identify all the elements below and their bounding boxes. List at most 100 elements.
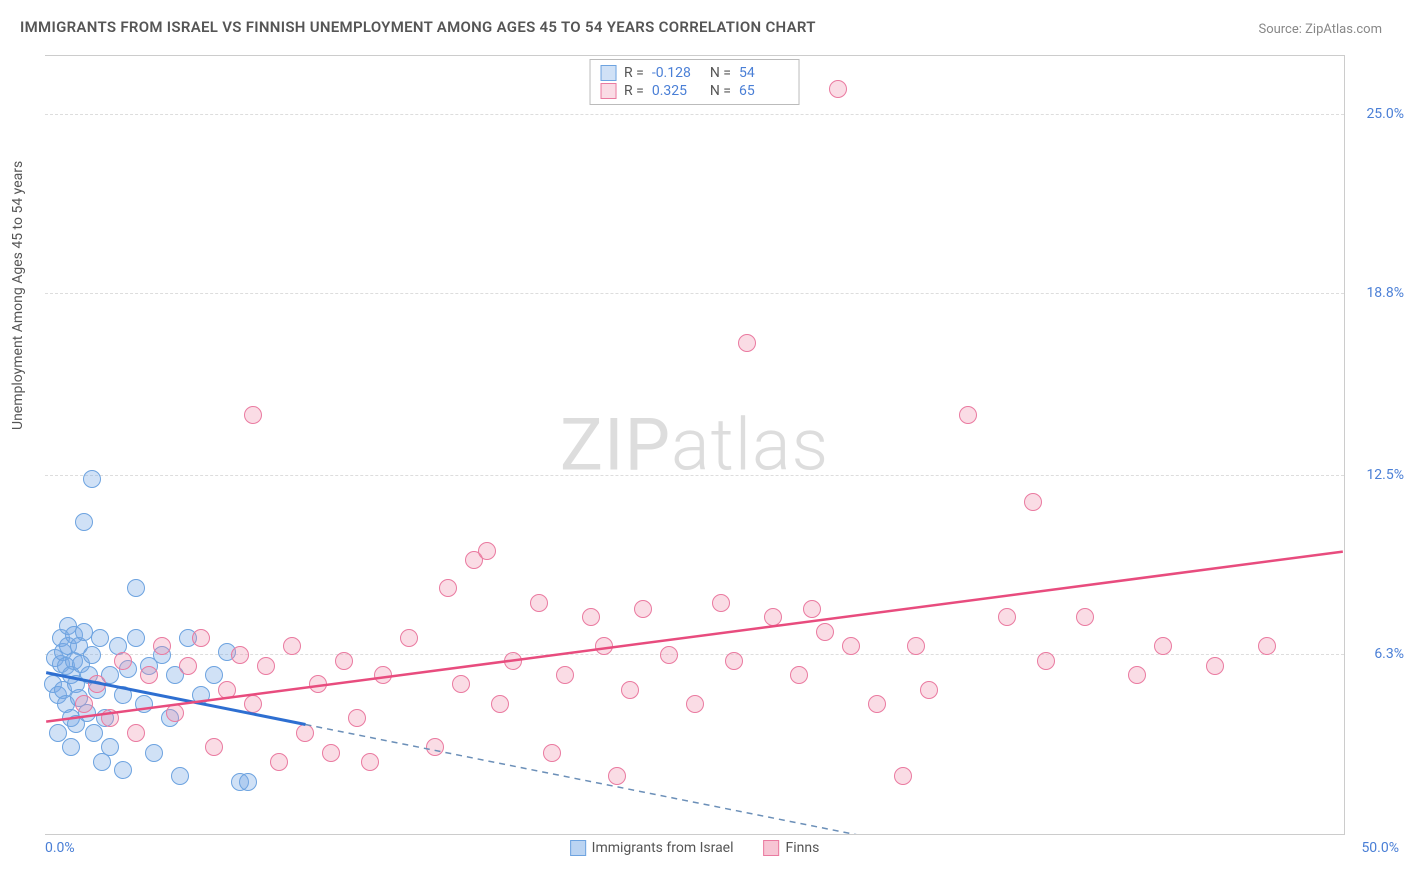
data-point-finns <box>257 657 275 675</box>
source-attribution: Source: ZipAtlas.com <box>1258 22 1382 37</box>
data-point-finns <box>101 709 119 727</box>
data-point-israel <box>114 686 132 704</box>
legend-bottom: Immigrants from Israel Finns <box>570 840 820 856</box>
data-point-finns <box>244 695 262 713</box>
legend-label-israel: Immigrants from Israel <box>592 840 734 856</box>
data-point-israel <box>135 695 153 713</box>
data-point-finns <box>1128 666 1146 684</box>
n-value-israel: 54 <box>739 65 789 81</box>
data-point-israel <box>91 629 109 647</box>
data-point-israel <box>171 767 189 785</box>
data-point-finns <box>348 709 366 727</box>
data-point-israel <box>145 744 163 762</box>
data-point-israel <box>114 761 132 779</box>
data-point-finns <box>907 637 925 655</box>
data-point-finns <box>270 753 288 771</box>
trend-lines-layer <box>45 56 1344 834</box>
r-label: R = <box>624 83 644 99</box>
data-point-finns <box>179 657 197 675</box>
data-point-finns <box>114 652 132 670</box>
data-point-finns <box>582 608 600 626</box>
gridline <box>45 475 1344 476</box>
data-point-finns <box>1154 637 1172 655</box>
x-tick-min: 0.0% <box>45 840 75 856</box>
data-point-finns <box>1076 608 1094 626</box>
gridline <box>45 114 1344 115</box>
data-point-finns <box>231 646 249 664</box>
gridline <box>45 293 1344 294</box>
data-point-israel <box>127 629 145 647</box>
y-tick-label: 18.8% <box>1349 285 1404 301</box>
data-point-finns <box>790 666 808 684</box>
data-point-finns <box>816 623 834 641</box>
data-point-finns <box>634 600 652 618</box>
data-point-finns <box>686 695 704 713</box>
data-point-finns <box>595 637 613 655</box>
data-point-finns <box>738 334 756 352</box>
legend-swatch-israel <box>570 840 586 856</box>
legend-item-israel: Immigrants from Israel <box>570 840 734 856</box>
n-label: N = <box>710 65 731 81</box>
data-point-finns <box>75 695 93 713</box>
y-axis-label: Unemployment Among Ages 45 to 54 years <box>10 161 26 430</box>
data-point-finns <box>166 704 184 722</box>
data-point-finns <box>335 652 353 670</box>
x-tick-max: 50.0% <box>1361 840 1399 856</box>
legend-label-finns: Finns <box>786 840 820 856</box>
data-point-finns <box>621 681 639 699</box>
data-point-finns <box>920 681 938 699</box>
legend-item-finns: Finns <box>764 840 820 856</box>
chart-title: IMMIGRANTS FROM ISRAEL VS FINNISH UNEMPL… <box>20 18 816 36</box>
data-point-finns <box>1206 657 1224 675</box>
y-tick-label: 25.0% <box>1349 106 1404 122</box>
legend-swatch-finns <box>600 83 616 99</box>
data-point-finns <box>504 652 522 670</box>
data-point-finns <box>764 608 782 626</box>
data-point-israel <box>239 773 257 791</box>
data-point-finns <box>478 542 496 560</box>
data-point-finns <box>140 666 158 684</box>
r-value-israel: -0.128 <box>652 65 702 81</box>
data-point-finns <box>218 681 236 699</box>
data-point-finns <box>556 666 574 684</box>
data-point-israel <box>75 513 93 531</box>
r-value-finns: 0.325 <box>652 83 702 99</box>
y-tick-label: 6.3% <box>1349 646 1404 662</box>
data-point-finns <box>608 767 626 785</box>
data-point-israel <box>101 738 119 756</box>
data-point-finns <box>296 724 314 742</box>
legend-stats-row-israel: R = -0.128 N = 54 <box>600 64 789 82</box>
data-point-israel <box>192 686 210 704</box>
data-point-finns <box>491 695 509 713</box>
data-point-finns <box>322 744 340 762</box>
data-point-finns <box>894 767 912 785</box>
data-point-finns <box>660 646 678 664</box>
data-point-finns <box>309 675 327 693</box>
data-point-finns <box>88 675 106 693</box>
data-point-finns <box>205 738 223 756</box>
plot-area: ZIPatlas R = -0.128 N = 54 R = 0.325 N =… <box>45 55 1345 835</box>
legend-swatch-finns <box>764 840 780 856</box>
n-value-finns: 65 <box>739 83 789 99</box>
data-point-finns <box>803 600 821 618</box>
data-point-finns <box>283 637 301 655</box>
data-point-finns <box>153 637 171 655</box>
data-point-israel <box>83 470 101 488</box>
data-point-israel <box>62 738 80 756</box>
data-point-finns <box>1258 637 1276 655</box>
data-point-finns <box>439 579 457 597</box>
data-point-finns <box>868 695 886 713</box>
data-point-finns <box>127 724 145 742</box>
data-point-finns <box>1024 493 1042 511</box>
data-point-finns <box>361 753 379 771</box>
data-point-finns <box>725 652 743 670</box>
data-point-finns <box>1037 652 1055 670</box>
data-point-finns <box>842 637 860 655</box>
data-point-israel <box>49 724 67 742</box>
data-point-finns <box>829 80 847 98</box>
legend-swatch-israel <box>600 65 616 81</box>
data-point-israel <box>83 646 101 664</box>
data-point-finns <box>998 608 1016 626</box>
data-point-finns <box>426 738 444 756</box>
legend-stats-row-finns: R = 0.325 N = 65 <box>600 82 789 100</box>
